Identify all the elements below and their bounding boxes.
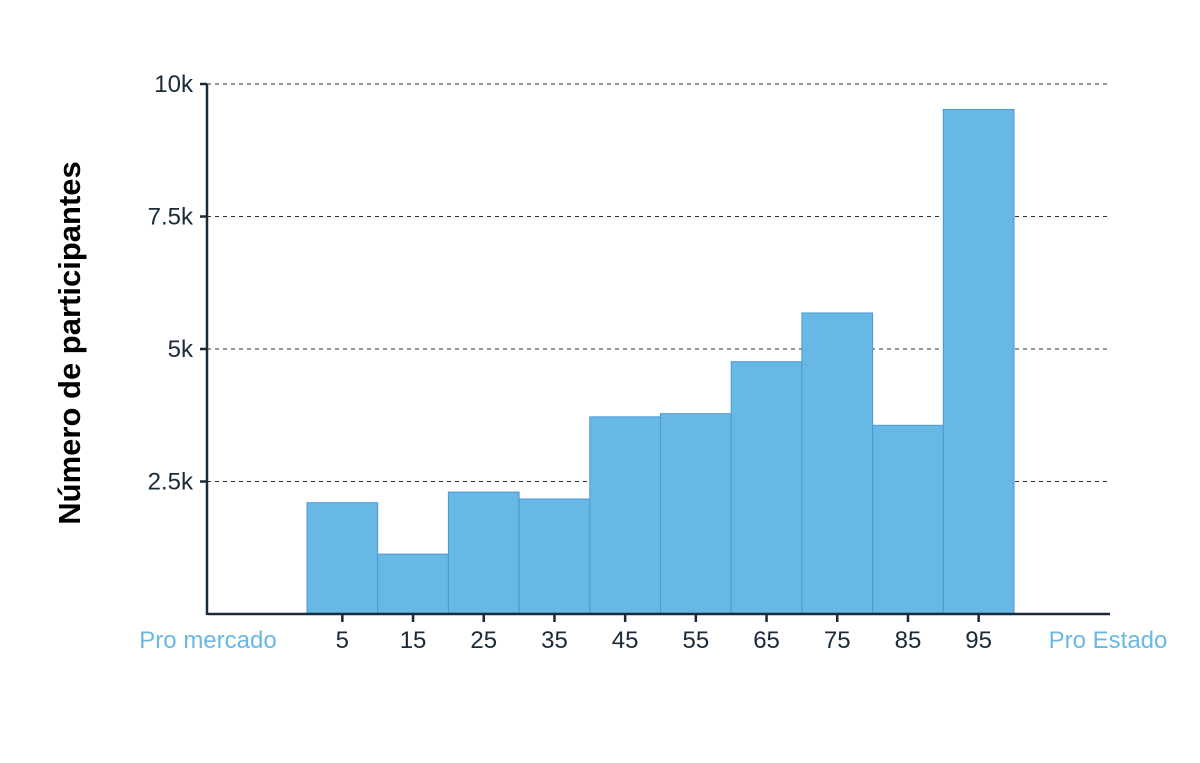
x-tick-label: 15 (400, 627, 427, 654)
x-tick-label: 35 (541, 627, 568, 654)
x-tick-label: 55 (682, 627, 709, 654)
bar-55 (660, 413, 732, 615)
x-axis-ticks: 5 15 25 35 45 55 65 75 85 95 (336, 614, 992, 654)
bar-85 (872, 424, 944, 615)
y-tick-label: 2.5k (148, 469, 194, 496)
bar-15 (377, 553, 449, 615)
x-tick-label: 45 (612, 627, 639, 654)
x-tick-label: 5 (336, 627, 349, 654)
bar-65 (730, 361, 803, 615)
x-tick-label: 75 (824, 627, 851, 654)
x-right-end-label: Pro Estado (1049, 627, 1168, 654)
bar-45 (589, 416, 661, 615)
y-tick-label: 10k (154, 71, 194, 98)
y-axis-title: Número de participantes (52, 161, 87, 524)
y-tick-label: 7.5k (148, 204, 194, 231)
x-tick-label: 95 (965, 627, 992, 654)
y-axis-ticks: 2.5k 5k 7.5k 10k (148, 71, 207, 496)
x-tick-label: 25 (470, 627, 497, 654)
x-tick-label: 85 (895, 627, 922, 654)
bars (306, 108, 1015, 615)
x-tick-label: 65 (753, 627, 780, 654)
bar-75 (801, 312, 874, 615)
x-left-end-label: Pro mercado (139, 627, 276, 654)
bar-95 (942, 108, 1015, 615)
bar-25 (447, 491, 520, 615)
bar-35 (518, 498, 591, 615)
bar-5 (306, 502, 379, 615)
y-tick-label: 5k (168, 336, 194, 363)
